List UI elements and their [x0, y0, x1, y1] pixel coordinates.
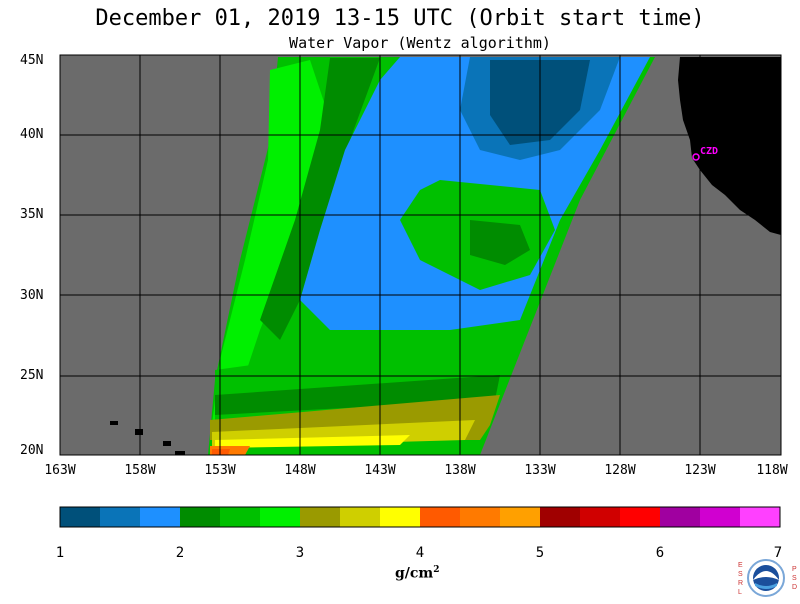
colorbar-tick-4: 4	[415, 545, 425, 561]
colorbar-swatch	[580, 507, 621, 527]
colorbar-swatch	[740, 507, 781, 527]
colorbar-swatch	[660, 507, 701, 527]
colorbar-frame	[59, 506, 781, 528]
noaa-logo: E S R L P S D	[734, 556, 798, 600]
colorbar-swatch	[140, 507, 181, 527]
lat-label-20n: 20N	[20, 443, 44, 458]
colorbar-tick-6: 6	[655, 545, 665, 561]
colorbar-swatch	[700, 507, 741, 527]
logo-letter-s: S	[738, 571, 743, 578]
colorbar-swatch	[260, 507, 301, 527]
colorbar-tick-5: 5	[535, 545, 545, 561]
logo-letter-p: P	[792, 566, 797, 573]
hawaiian-islands	[110, 421, 185, 455]
colorbar-swatch	[500, 507, 541, 527]
colorbar-swatch	[300, 507, 341, 527]
logo-letter-d: D	[792, 584, 798, 591]
colorbar-tick-2: 2	[175, 545, 185, 561]
swath-dark-green	[260, 58, 380, 340]
station-marker	[692, 153, 700, 161]
grid-lines	[60, 55, 781, 455]
lat-label-35n: 35N	[20, 207, 44, 222]
logo-letter-r: R	[738, 580, 744, 587]
lat-label-45n: 45N	[20, 53, 44, 68]
lon-label-143w: 143W	[364, 463, 396, 478]
colorbar-swatch	[220, 507, 261, 527]
map-frame	[59, 54, 782, 456]
lon-label-138w: 138W	[444, 463, 476, 478]
lon-label-158w: 158W	[124, 463, 156, 478]
logo-letter-s2: S	[792, 575, 797, 582]
land-california	[678, 57, 781, 235]
lon-label-133w: 133W	[524, 463, 556, 478]
colorbar-swatch	[540, 507, 581, 527]
colorbar-units: g/cm2	[395, 565, 440, 582]
logo-letter-e: E	[738, 562, 743, 569]
units-text: g/cm	[395, 565, 434, 582]
colorbar-swatch	[420, 507, 461, 527]
lon-label-118w: 118W	[756, 463, 788, 478]
colorbar-swatch	[460, 507, 501, 527]
colorbar-swatch	[340, 507, 381, 527]
lat-label-30n: 30N	[20, 288, 44, 303]
colorbar	[60, 507, 781, 527]
lat-label-40n: 40N	[20, 127, 44, 142]
colorbar-tick-1: 1	[55, 545, 65, 561]
colorbar-swatch	[100, 507, 141, 527]
lon-label-148w: 148W	[284, 463, 316, 478]
colorbar-tick-3: 3	[295, 545, 305, 561]
colorbar-tick-7: 7	[773, 545, 783, 561]
lon-label-123w: 123W	[684, 463, 716, 478]
lat-label-25n: 25N	[20, 368, 44, 383]
units-superscript: 2	[433, 565, 440, 575]
logo-letter-l: L	[738, 589, 742, 596]
lon-label-163w: 163W	[44, 463, 76, 478]
colorbar-swatch	[180, 507, 221, 527]
station-label: CZD	[700, 146, 719, 157]
swath-swirl-inner	[470, 220, 530, 265]
lon-label-153w: 153W	[204, 463, 236, 478]
noaa-logo-icon	[747, 559, 785, 597]
lon-label-128w: 128W	[604, 463, 636, 478]
colorbar-swatch	[380, 507, 421, 527]
map-title: December 01, 2019 13-15 UTC (Orbit start…	[95, 6, 705, 31]
colorbar-swatch	[620, 507, 661, 527]
map-subtitle: Water Vapor (Wentz algorithm)	[289, 34, 551, 52]
swath-south-dark	[215, 375, 500, 415]
swath-red-orange	[212, 449, 230, 455]
swath-yellow	[215, 435, 410, 448]
colorbar-swatch	[60, 507, 101, 527]
